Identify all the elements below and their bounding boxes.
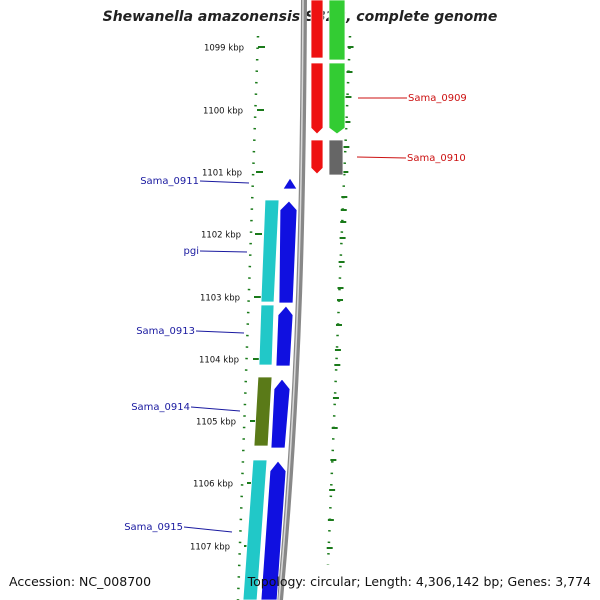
forward-gene-cyan-3[interactable] (242, 459, 268, 600)
gene-label[interactable]: Sama_0915 (124, 522, 183, 533)
forward-gene-cyan-2[interactable] (258, 304, 275, 366)
reverse-gene-red-1[interactable] (310, 0, 324, 59)
gene-sama-0913[interactable] (275, 305, 294, 367)
reverse-gene-green-2[interactable] (328, 62, 346, 135)
genome-backbone-highlight (278, 0, 304, 600)
gene-label-leader (190, 406, 241, 412)
scale-tick-label: 1106 kbp (193, 480, 233, 490)
forward-gene-cyan-1[interactable] (260, 199, 280, 303)
scale-tick-label: 1105 kbp (196, 418, 236, 428)
gene-sama-0911[interactable] (282, 177, 298, 190)
gene-label-leader (199, 180, 250, 184)
gene-label[interactable]: Sama_0911 (140, 176, 199, 187)
map-title: Shewanella amazonensis SB2B, complete ge… (102, 9, 498, 25)
gene-label[interactable]: pgi (184, 246, 199, 257)
gene-label-leader (183, 526, 233, 533)
scale-tick-label: 1103 kbp (200, 294, 240, 304)
reverse-gene-grey[interactable] (328, 139, 344, 176)
genome-backbone (277, 0, 307, 600)
gene-sama-0915[interactable] (260, 460, 287, 600)
reverse-gene-red-2[interactable] (310, 62, 324, 135)
genome-summary-label: Topology: circular; Length: 4,306,142 bp… (247, 574, 591, 589)
gene-label[interactable]: Sama_0910 (407, 153, 466, 164)
scale-tick-label: 1099 kbp (204, 44, 244, 54)
gene-label[interactable]: Sama_0914 (131, 402, 190, 413)
scale-tick-label: 1101 kbp (202, 169, 242, 179)
gene-sama-0914[interactable] (270, 378, 291, 449)
gene-pgi[interactable] (278, 200, 298, 304)
forward-gene-olive[interactable] (253, 376, 273, 447)
scale-tick-label: 1104 kbp (199, 356, 239, 366)
gene-label[interactable]: Sama_0909 (408, 93, 467, 104)
gene-label-leader (195, 330, 245, 334)
gene-label-leader (199, 250, 248, 253)
gene-label[interactable]: Sama_0913 (136, 326, 195, 337)
reverse-gene-red-3[interactable] (310, 139, 324, 175)
reverse-gene-green-1[interactable] (328, 0, 346, 61)
gene-label-leader (356, 156, 407, 159)
scale-tick-label: 1102 kbp (201, 231, 241, 241)
scale-tick-label: 1107 kbp (190, 543, 230, 553)
scale-tick-label: 1100 kbp (203, 107, 243, 117)
accession-label: Accession: NC_008700 (9, 574, 152, 589)
